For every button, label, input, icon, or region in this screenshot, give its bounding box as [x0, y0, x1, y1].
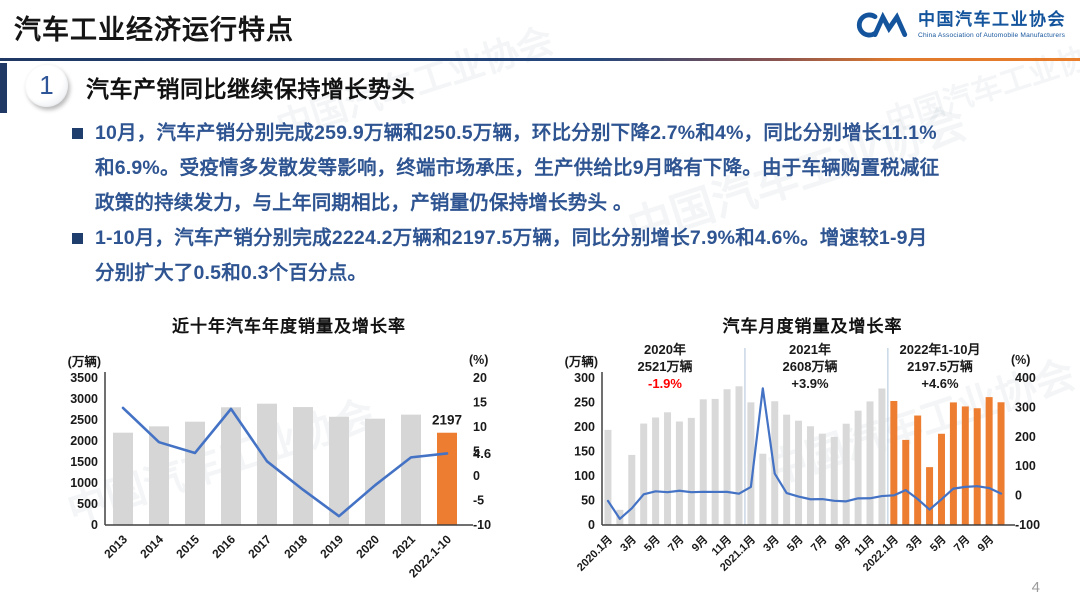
svg-text:0: 0 — [1015, 489, 1022, 503]
svg-text:15: 15 — [473, 396, 487, 410]
svg-text:2197: 2197 — [432, 413, 462, 428]
svg-text:0: 0 — [588, 518, 595, 532]
svg-text:200: 200 — [1015, 430, 1036, 444]
svg-text:100: 100 — [574, 469, 595, 483]
svg-text:200: 200 — [574, 420, 595, 434]
bullet-list: 10月，汽车产销分别完成259.9万辆和250.5万辆，环比分别下降2.7%和4… — [72, 116, 1072, 291]
svg-text:7月: 7月 — [665, 533, 686, 554]
monthly-sales-chart: 汽车月度销量及增长率 0 50 100 150 200 250 300 -100 0 100 200… — [545, 308, 1080, 604]
svg-text:-10: -10 — [473, 518, 491, 532]
svg-text:2500: 2500 — [70, 413, 98, 427]
section-number-badge: 1 — [25, 64, 68, 107]
svg-text:7月: 7月 — [951, 533, 972, 554]
svg-text:0: 0 — [473, 469, 480, 483]
logo-name-cn: 中国汽车工业协会 — [918, 10, 1066, 30]
svg-text:(%): (%) — [1011, 353, 1030, 367]
svg-text:2021: 2021 — [389, 532, 418, 561]
svg-text:150: 150 — [574, 445, 595, 459]
logo-name-en: China Association of Automobile Manufact… — [918, 31, 1066, 39]
svg-text:4.6: 4.6 — [473, 446, 491, 461]
svg-text:9月: 9月 — [975, 533, 996, 554]
svg-text:3000: 3000 — [70, 392, 98, 406]
svg-text:2015: 2015 — [173, 532, 202, 561]
svg-text:500: 500 — [77, 497, 98, 511]
svg-text:-100: -100 — [1015, 518, 1040, 532]
bullet-square-icon — [72, 128, 83, 139]
svg-text:5月: 5月 — [784, 533, 805, 554]
svg-text:2013: 2013 — [101, 532, 130, 561]
svg-text:7月: 7月 — [808, 533, 829, 554]
bullet-square-icon — [72, 233, 83, 244]
svg-text:9月: 9月 — [689, 533, 710, 554]
annotation-2021: 2021年 2608万辆 +3.9% — [782, 342, 838, 391]
section-title: 汽车产销同比继续保持增长势头 — [86, 76, 415, 102]
svg-text:2020: 2020 — [353, 532, 382, 561]
section-number: 1 — [39, 70, 54, 100]
svg-text:3500: 3500 — [70, 371, 98, 385]
svg-text:2016: 2016 — [209, 532, 238, 561]
bullet-item: 10月，汽车产销分别完成259.9万辆和250.5万辆，环比分别下降2.7%和4… — [72, 116, 1072, 221]
bullet-item: 1-10月，汽车产销分别完成2224.2万辆和2197.5万辆，同比分别增长7.… — [72, 221, 1072, 291]
svg-text:1000: 1000 — [70, 476, 98, 490]
svg-text:(万辆): (万辆) — [68, 354, 101, 369]
annotation-2022: 2022年1-10月 2197.5万辆 +4.6% — [899, 342, 981, 391]
annual-sales-chart: 近十年汽车年度销量及增长率 0 500 1000 1500 2000 2500 3000 35… — [58, 308, 520, 604]
svg-text:50: 50 — [581, 494, 595, 508]
svg-text:10: 10 — [473, 420, 487, 434]
svg-text:5月: 5月 — [641, 533, 662, 554]
svg-text:2018: 2018 — [281, 532, 310, 561]
svg-text:9月: 9月 — [832, 533, 853, 554]
svg-text:250: 250 — [574, 396, 595, 410]
svg-text:100: 100 — [1015, 459, 1036, 473]
section-accent-bar — [0, 63, 7, 113]
svg-text:2020.1月: 2020.1月 — [574, 533, 615, 574]
svg-text:3月: 3月 — [618, 533, 639, 554]
svg-text:400: 400 — [1015, 371, 1036, 385]
svg-text:300: 300 — [1015, 400, 1036, 414]
svg-text:(%): (%) — [469, 353, 488, 367]
page-title: 汽车工业经济运行特点 — [14, 15, 294, 45]
bullet-text: 1-10月，汽车产销分别完成2224.2万辆和2197.5万辆，同比分别增长7.… — [95, 227, 928, 284]
monthly-chart-title: 汽车月度销量及增长率 — [722, 317, 903, 336]
annotation-2020: 2020年 2521万辆 -1.9% — [637, 342, 693, 391]
annual-chart-title: 近十年汽车年度销量及增长率 — [172, 317, 406, 336]
svg-text:300: 300 — [574, 371, 595, 385]
svg-text:2019: 2019 — [317, 532, 346, 561]
svg-text:5月: 5月 — [927, 533, 948, 554]
svg-text:-5: -5 — [473, 494, 484, 508]
svg-text:3月: 3月 — [903, 533, 924, 554]
annual-chart-plot: 0 500 1000 1500 2000 2500 3000 3500 -10 -5 0 5 10 15 2… — [68, 353, 491, 580]
svg-text:(万辆): (万辆) — [565, 354, 598, 369]
svg-text:3月: 3月 — [761, 533, 782, 554]
svg-text:20: 20 — [473, 371, 487, 385]
caam-logo: 中国汽车工业协会 China Association of Automobile… — [854, 10, 1066, 40]
svg-text:1500: 1500 — [70, 455, 98, 469]
svg-text:0: 0 — [91, 518, 98, 532]
svg-text:2014: 2014 — [137, 532, 166, 561]
monthly-chart-plot: 0 50 100 150 200 250 300 -100 0 100 200 300 400 (万辆) (… — [565, 348, 1040, 574]
page-number: 4 — [1031, 579, 1040, 596]
svg-text:2017: 2017 — [245, 532, 274, 561]
caam-logo-icon — [856, 11, 908, 38]
svg-text:2000: 2000 — [70, 434, 98, 448]
bullet-text: 10月，汽车产销分别完成259.9万辆和250.5万辆，环比分别下降2.7%和4… — [95, 122, 940, 214]
header-divider — [0, 58, 1080, 61]
svg-text:5: 5 — [473, 445, 480, 459]
